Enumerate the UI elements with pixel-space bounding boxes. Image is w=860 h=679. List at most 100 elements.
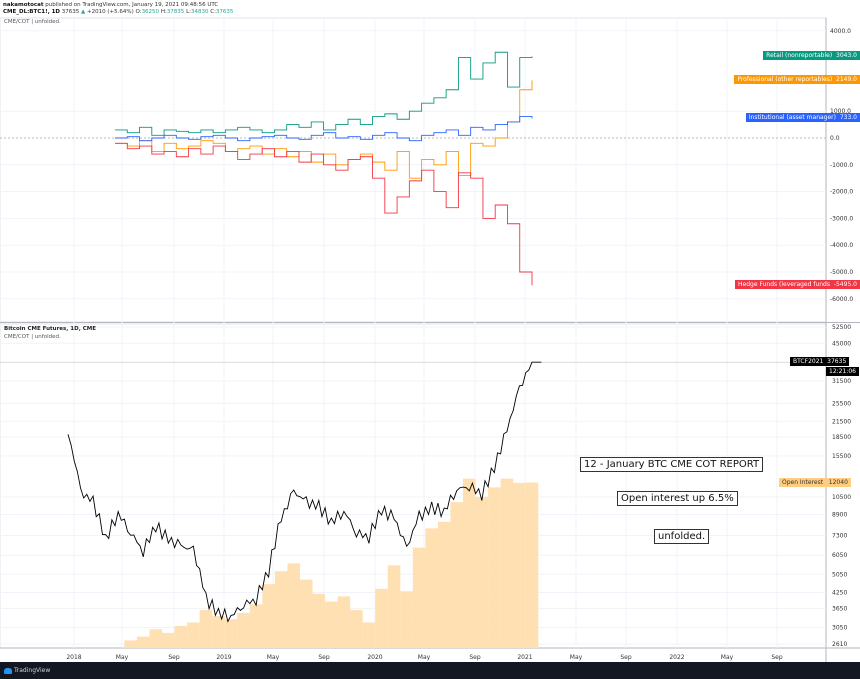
y-tick-label: 4250 (832, 590, 847, 597)
open-interest-bar (400, 591, 413, 648)
open-interest-bar (375, 588, 388, 648)
note-open-interest[interactable]: Open interest up 6.5% (617, 491, 738, 506)
open-interest-bar (525, 482, 539, 648)
x-tick-label: May (267, 654, 280, 661)
x-tick-label: May (418, 654, 431, 661)
x-tick-label: 2019 (216, 654, 231, 661)
cot-series-line-0 (115, 51, 533, 136)
publish-info: published on TradingView.com, January 19… (45, 2, 219, 8)
price-change: +2010 (+5.64%) (86, 9, 134, 15)
series-label-3: Hedge Funds (leveraged funds -5495.0 (735, 280, 860, 290)
open-interest-bar (488, 487, 501, 648)
last-price: 37635 (61, 9, 80, 15)
y-tick-label: 45000 (832, 340, 851, 347)
y-tick-label: 52500 (832, 324, 851, 331)
open-interest-bar (136, 636, 150, 648)
tradingview-logo-icon (4, 667, 12, 674)
open-label: O: (135, 9, 142, 15)
y-tick-label: 21500 (832, 418, 851, 425)
author[interactable]: nakamotocat (3, 2, 44, 8)
open-interest-bar (299, 579, 313, 648)
x-tick-label: May (721, 654, 734, 661)
open-interest-bar (262, 584, 275, 648)
y-tick-label: 4000.0 (830, 28, 851, 35)
open-interest-bar (500, 478, 514, 648)
countdown-label: 12:21:06 (826, 367, 859, 376)
y-tick-label: 25500 (832, 400, 851, 407)
open-interest-bar (287, 563, 301, 648)
y-tick-label: 2610 (832, 641, 847, 648)
close-label: C: (210, 9, 216, 15)
open-interest-bar (350, 610, 363, 648)
x-tick-label: May (116, 654, 129, 661)
y-tick-label: 5050 (832, 571, 847, 578)
open-interest-bar (412, 547, 426, 648)
x-tick-label: May (570, 654, 583, 661)
open-interest-bar (174, 625, 188, 648)
open-value: 36250 (141, 9, 160, 15)
open-interest-bar (124, 640, 138, 648)
brand[interactable]: TradingView (14, 667, 51, 674)
pane2-subtitle: CME/COT | unfolded. (4, 334, 61, 340)
pane2-title: Bitcoin CME Futures, 1D, CME (4, 326, 96, 332)
x-tick-label: Sep (318, 654, 330, 661)
open-interest-bar (425, 528, 438, 648)
open-interest-bar (450, 502, 464, 648)
y-tick-label: 0.0 (830, 135, 840, 142)
open-interest-bar (337, 596, 351, 648)
close-value: 37635 (215, 9, 234, 15)
x-tick-label: Sep (620, 654, 632, 661)
x-tick-label: Sep (168, 654, 180, 661)
open-interest-bar (199, 610, 213, 648)
y-tick-label: -1000.0 (830, 162, 853, 169)
change-up-icon: ▲ (81, 9, 86, 15)
chart-area[interactable]: 2018 May Sep 2019 May Sep 2020 May Sep 2021 May Sep… (0, 0, 860, 662)
btc-price-line (67, 361, 542, 623)
open-interest-bar (187, 622, 200, 648)
note-report-title[interactable]: 12 - January BTC CME COT REPORT (580, 457, 764, 472)
y-tick-label: 7300 (832, 532, 847, 539)
low-value: 34830 (190, 9, 209, 15)
open-interest-bar (475, 496, 489, 648)
y-tick-label: 10500 (832, 494, 851, 501)
y-tick-label: 18500 (832, 434, 851, 441)
y-tick-label: 8900 (832, 511, 847, 518)
y-tick-label: -5000.0 (830, 269, 853, 276)
note-unfolded[interactable]: unfolded. (654, 529, 710, 544)
x-tick-label: 2018 (66, 654, 81, 661)
x-tick-label: 2020 (367, 654, 382, 661)
y-tick-label: 15500 (832, 453, 851, 460)
open-interest-bar (149, 629, 163, 648)
y-tick-label: 3650 (832, 606, 847, 613)
y-tick-label: -2000.0 (830, 189, 853, 196)
y-tick-label: -3000.0 (830, 215, 853, 222)
x-tick-label: Sep (771, 654, 783, 661)
series-label-2: Institutional (asset manager) 733.0 (745, 113, 860, 123)
open-interest-bar (274, 571, 288, 648)
high-value: 37835 (166, 9, 185, 15)
cot-series-line-3 (115, 142, 533, 286)
series-label-1: Professional (other reportables) 2149.0 (734, 75, 860, 85)
y-tick-label: -4000.0 (830, 242, 853, 249)
x-tick-label: Sep (469, 654, 481, 661)
cot-series-line-2 (115, 116, 533, 142)
series-label-0: Retail (nonreportable) 3043.0 (763, 51, 860, 61)
open-interest-bar (237, 613, 250, 648)
y-tick-label: 1000.0 (830, 108, 851, 115)
open-interest-bar (325, 601, 338, 648)
publish-header: nakamotocat published on TradingView.com… (0, 0, 860, 18)
pane1-title: CME/COT | unfolded. (4, 19, 61, 25)
low-label: L: (186, 9, 191, 15)
open-interest-bar (312, 593, 326, 648)
footer: TradingView (0, 662, 860, 679)
open-interest-bar (513, 482, 526, 648)
open-interest-bar (249, 604, 263, 648)
open-interest-bar (462, 478, 476, 648)
open-interest-label: Open Interest 12040 (779, 478, 851, 487)
y-tick-label: 6050 (832, 552, 847, 559)
price-label: BTCF2021 37635 (790, 357, 850, 366)
x-tick-label: 2021 (517, 654, 532, 661)
high-label: H: (160, 9, 167, 15)
x-tick-label: 2022 (669, 654, 684, 661)
open-interest-bar (387, 565, 401, 648)
